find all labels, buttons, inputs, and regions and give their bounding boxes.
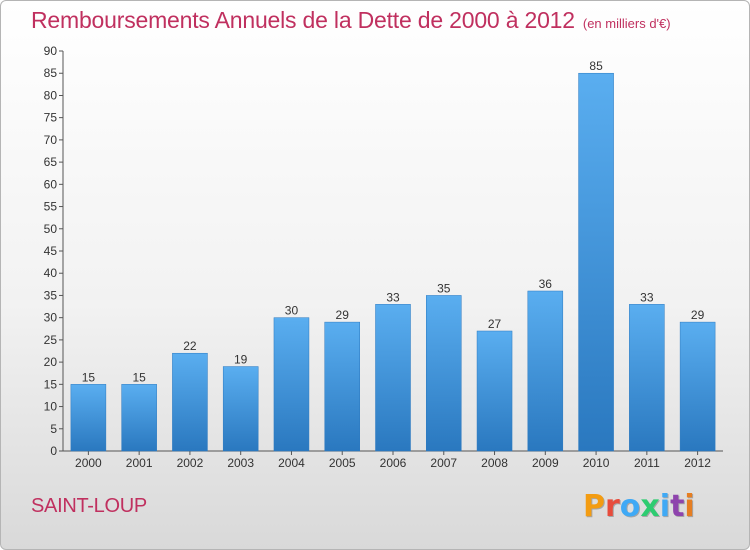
x-tick-label-2000: 2000: [75, 456, 102, 470]
bar-2008[interactable]: [476, 330, 513, 452]
y-tick-label: 25: [44, 333, 58, 347]
brand-letter: o: [619, 489, 641, 524]
y-tick-label: 70: [44, 133, 58, 147]
value-label-2011: 33: [640, 290, 654, 304]
x-tick-label-2002: 2002: [177, 456, 204, 470]
brand-letter: i: [684, 489, 695, 524]
x-tick-label-2009: 2009: [532, 456, 559, 470]
bar-2006[interactable]: [375, 304, 411, 452]
y-tick-label: 60: [44, 177, 58, 191]
brand-letter: r: [605, 489, 620, 524]
brand-logo[interactable]: Proxiti: [583, 489, 695, 524]
bar-2007[interactable]: [426, 295, 462, 452]
y-tick-label: 30: [44, 311, 58, 325]
x-tick-label-2012: 2012: [684, 456, 711, 470]
y-tick-label: 85: [44, 66, 58, 80]
value-label-2012: 29: [691, 308, 705, 322]
bar-2000[interactable]: [70, 384, 107, 452]
brand-letter: P: [583, 489, 605, 524]
y-tick-label: 55: [44, 200, 58, 214]
y-tick-label: 5: [50, 422, 57, 436]
y-tick-label: 75: [44, 111, 58, 125]
brand-letter: i: [659, 489, 671, 524]
bar-2010[interactable]: [578, 72, 614, 452]
value-label-2004: 30: [285, 304, 299, 318]
bar-2004[interactable]: [273, 317, 310, 452]
bar-2011[interactable]: [629, 304, 665, 452]
bar-2012[interactable]: [679, 321, 716, 452]
y-tick-label: 50: [44, 222, 58, 236]
chart-unit: (en milliers d'€): [582, 16, 671, 31]
y-tick-label: 15: [44, 377, 58, 391]
bar-2003[interactable]: [222, 366, 259, 452]
chart-axes: 0 5 10 15 20 25 30 35 40 45 50 55 60 65 70 75 80 85 90 2000…: [44, 44, 723, 470]
bar-2009[interactable]: [527, 290, 564, 452]
x-tick-label-2005: 2005: [329, 456, 356, 470]
value-label-2003: 19: [234, 353, 248, 367]
value-label-2002: 22: [183, 339, 197, 353]
bar-2005[interactable]: [324, 321, 360, 452]
x-tick-label-2011: 2011: [634, 456, 660, 470]
brand-letter: t: [670, 489, 685, 524]
x-tick-label-2001: 2001: [126, 456, 153, 470]
x-tick-label-2003: 2003: [227, 456, 254, 470]
y-tick-label: 45: [44, 244, 58, 258]
x-tick-label-2010: 2010: [583, 456, 610, 470]
x-tick-label-2006: 2006: [380, 456, 407, 470]
title-line: Remboursements Annuels de la Dette de 20…: [31, 7, 671, 34]
y-tick-label: 40: [44, 266, 58, 280]
y-tick-label: 35: [44, 288, 58, 302]
value-label-2000: 15: [82, 370, 96, 384]
chart-title: Remboursements Annuels de la Dette de 20…: [31, 7, 575, 33]
chart-bars: 15 15 22 19 30 29 33 35 27 36 85 33 29: [70, 59, 716, 452]
x-tick-label-2007: 2007: [430, 456, 457, 470]
y-tick-label: 80: [44, 88, 58, 102]
commune-name: SAINT-LOUP: [31, 495, 147, 517]
y-tick-label: 90: [44, 44, 58, 58]
y-tick-label: 65: [44, 155, 58, 169]
value-label-2010: 85: [589, 59, 603, 73]
x-tick-label-2008: 2008: [481, 456, 508, 470]
value-label-2005: 29: [336, 308, 350, 322]
y-tick-label: 10: [44, 400, 58, 414]
brand-letter: x: [640, 489, 660, 524]
value-label-2009: 36: [539, 277, 553, 291]
value-label-2007: 35: [437, 281, 451, 295]
value-label-2006: 33: [386, 290, 400, 304]
y-tick-label: 0: [50, 444, 57, 458]
x-tick-label-2004: 2004: [278, 456, 305, 470]
value-label-2001: 15: [132, 370, 146, 384]
bar-2002[interactable]: [172, 352, 208, 452]
value-label-2008: 27: [488, 317, 502, 331]
bar-2001[interactable]: [121, 384, 157, 452]
y-tick-label: 20: [44, 355, 58, 369]
